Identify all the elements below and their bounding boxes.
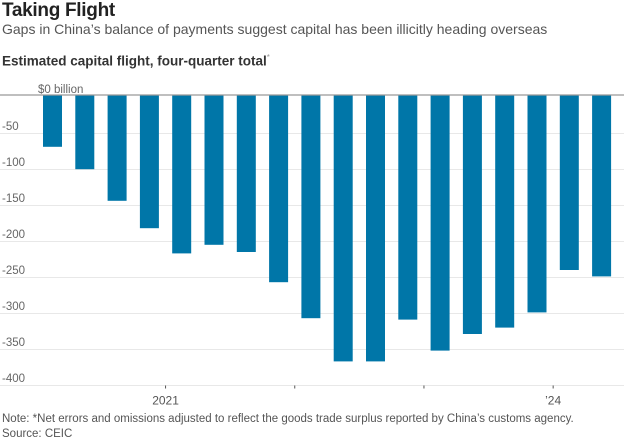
- x-axis: 2021 ’24: [152, 385, 561, 408]
- bar-2020-q1: [43, 95, 62, 147]
- chart-title: Estimated capital flight, four-quarter t…: [2, 53, 270, 69]
- x-tick-label: 2021: [152, 394, 179, 408]
- bars: [43, 95, 612, 362]
- bar-2021-q1: [172, 95, 192, 254]
- y-tick-label: -250: [2, 265, 25, 277]
- y-tick-label: -100: [2, 157, 25, 169]
- bar-2020-q2: [75, 95, 95, 170]
- bar-2022-q2: [333, 95, 353, 362]
- y-tick-label: -400: [2, 373, 25, 385]
- bar-2024-q1: [559, 95, 579, 270]
- source-line: Source: CEIC: [2, 428, 73, 440]
- chart-headline: Taking Flight: [2, 0, 115, 21]
- y-tick-label: -150: [2, 193, 25, 205]
- y-tick-label: $0 billion: [38, 84, 83, 96]
- bar-2021-q4: [269, 95, 289, 283]
- bar-2020-q3: [107, 95, 127, 201]
- y-tick-label: -50: [2, 121, 19, 133]
- bar-2023-q2: [462, 95, 482, 334]
- y-tick-label: -300: [2, 301, 25, 313]
- x-tick-label: ’24: [545, 394, 561, 408]
- bar-2021-q3: [236, 95, 256, 252]
- chart-subtitle: Gaps in China’s balance of payments sugg…: [2, 21, 548, 37]
- y-tick-label: -200: [2, 229, 25, 241]
- bar-2023-q4: [527, 95, 547, 313]
- bar-2022-q1: [301, 95, 321, 319]
- bar-2023-q3: [495, 95, 515, 328]
- bar-chart: $0 billion -50 -100 -150 -200 -250 -300 -350 -40…: [0, 84, 624, 408]
- bar-2021-q2: [204, 95, 224, 245]
- bar-2022-q3: [366, 95, 385, 362]
- y-tick-label: -350: [2, 337, 25, 349]
- footnote-marker: *: [266, 53, 270, 62]
- bar-2024-q2: [592, 95, 612, 277]
- bar-2023-q1: [430, 95, 450, 351]
- bar-2020-q4: [139, 95, 159, 229]
- y-axis-labels: $0 billion -50 -100 -150 -200 -250 -300 -350 -40…: [2, 84, 83, 385]
- bar-2022-q4: [398, 95, 418, 320]
- footnote: Note: *Net errors and omissions adjusted…: [2, 413, 574, 425]
- chart-title-text: Estimated capital flight, four-quarter t…: [2, 53, 267, 69]
